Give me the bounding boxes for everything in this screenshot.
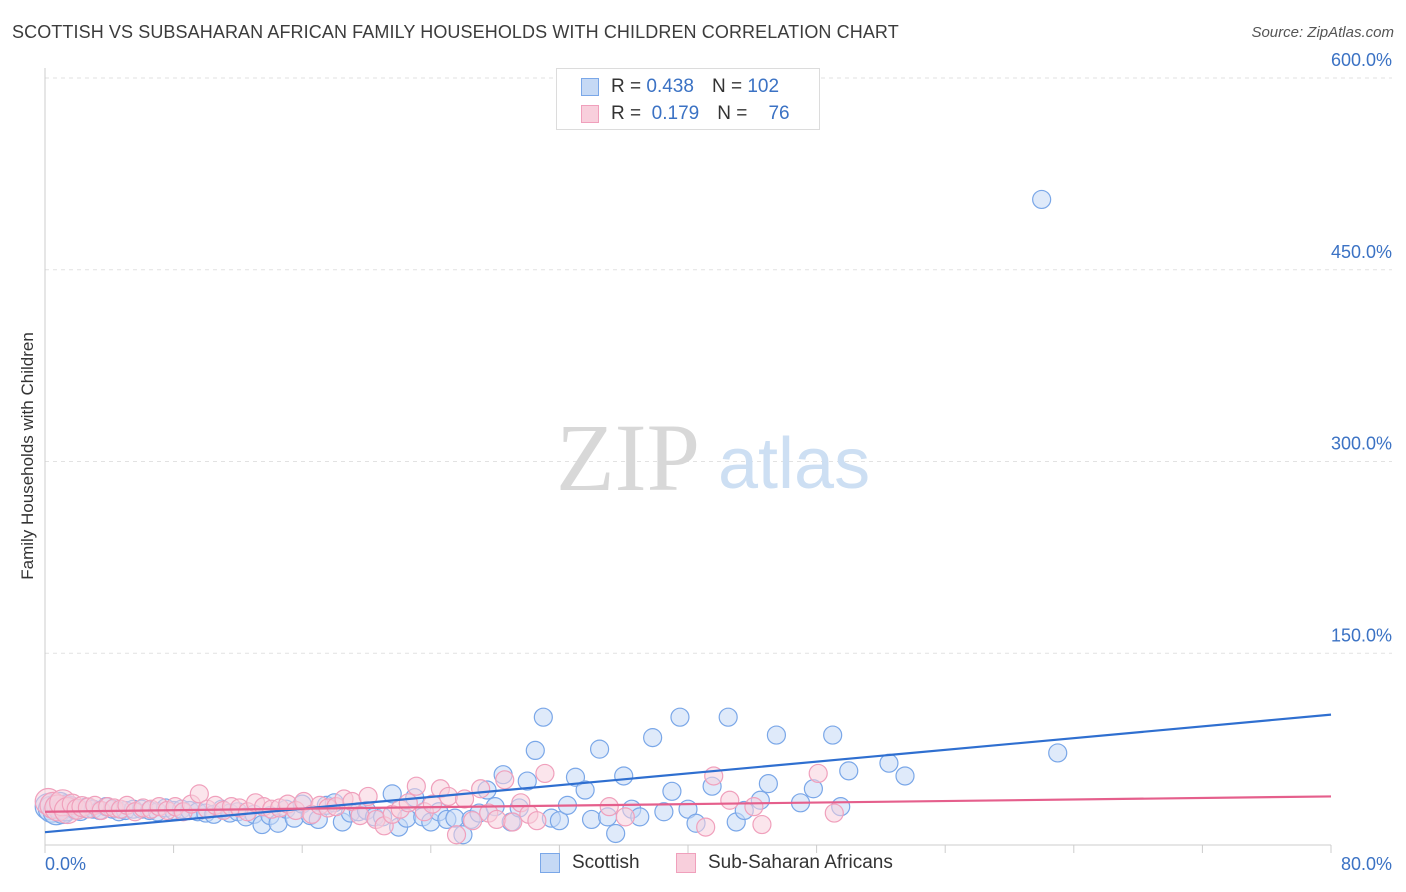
- y-tick-label: 600.0%: [1331, 50, 1392, 70]
- scottish-point: [575, 780, 595, 800]
- n-label: N =: [717, 103, 748, 124]
- scottish-point: [766, 725, 787, 745]
- y-tick-label: 300.0%: [1331, 434, 1392, 454]
- subsaharan-point: [744, 797, 764, 817]
- scottish-point: [589, 739, 610, 759]
- r-value: 0.179: [646, 103, 700, 124]
- scottish-point: [581, 809, 602, 830]
- r-label: R =: [611, 76, 642, 97]
- scottish-point: [549, 811, 570, 831]
- subsaharan-point: [527, 811, 547, 831]
- scottish-point: [517, 771, 537, 791]
- subsaharan-point: [615, 807, 635, 827]
- r-label: R =: [611, 103, 642, 124]
- subsaharan-swatch: [581, 105, 599, 123]
- subsaharan-trendline: [44, 795, 1332, 813]
- subsaharan-point: [599, 797, 619, 817]
- x-tick-label-min: 0.0%: [45, 854, 86, 874]
- scottish-point: [718, 707, 738, 727]
- scottish-point: [525, 740, 545, 761]
- n-value: 76: [768, 103, 790, 124]
- subsaharan-point: [471, 779, 491, 799]
- subsaharan-point: [487, 809, 507, 830]
- r-value: 0.438: [646, 76, 694, 97]
- scottish-point: [758, 774, 778, 794]
- subsaharan-point: [422, 794, 443, 814]
- axes: [44, 68, 1332, 853]
- subsaharan-point: [696, 817, 716, 837]
- stats-row-subsaharan: R = 0.179 N = 76: [581, 102, 790, 126]
- subsaharan-point: [406, 776, 426, 796]
- points-layer: [34, 189, 1068, 845]
- n-label: N =: [711, 76, 743, 97]
- legend-label-scottish: Scottish: [572, 852, 640, 873]
- legend-label-subsaharan: Sub-Saharan Africans: [708, 852, 893, 873]
- scottish-point: [382, 784, 402, 804]
- scottish-point: [823, 725, 843, 745]
- watermark-zip: ZIP: [556, 404, 700, 511]
- scottish-point: [839, 761, 859, 781]
- subsaharan-point: [398, 793, 418, 813]
- legend-swatch-subsaharan: [676, 853, 696, 873]
- chart-source: Source: ZipAtlas.com: [1251, 24, 1394, 41]
- x-tick-label-max: 80.0%: [1341, 854, 1392, 874]
- n-value: 102: [747, 76, 780, 97]
- subsaharan-point: [495, 770, 515, 790]
- scottish-point: [879, 753, 899, 773]
- scottish-point: [445, 808, 465, 828]
- watermark: ZIP atlas: [556, 404, 870, 511]
- subsaharan-point: [720, 790, 740, 810]
- subsaharan-point: [446, 825, 467, 845]
- y-tick-label: 450.0%: [1331, 242, 1392, 262]
- legend-swatch-scottish: [540, 853, 560, 873]
- scottish-point: [565, 767, 586, 787]
- scottish-point: [654, 802, 674, 822]
- stats-legend: R = 0.438 N = 102 R = 0.179 N = 76: [556, 68, 820, 130]
- trend-layer: [44, 713, 1332, 834]
- scottish-point: [614, 766, 634, 786]
- scottish-swatch: [581, 78, 599, 96]
- series-scottish: [34, 189, 1068, 845]
- y-tick-label: 150.0%: [1331, 625, 1392, 645]
- subsaharan-point: [503, 812, 523, 832]
- scottish-point: [643, 728, 663, 748]
- gridlines: [45, 77, 1392, 654]
- scottish-point: [670, 707, 690, 727]
- scottish-point: [1032, 189, 1052, 210]
- legend-item-subsaharan[interactable]: Sub-Saharan Africans: [676, 852, 893, 874]
- subsaharan-point: [350, 805, 370, 826]
- scottish-point: [1048, 743, 1068, 763]
- tick-labels: 150.0% 300.0% 450.0% 600.0% 0.0% 80.0%: [45, 50, 1392, 874]
- subsaharan-point: [358, 786, 378, 807]
- stats-row-scottish: R = 0.438 N = 102: [581, 75, 779, 99]
- subsaharan-point: [462, 811, 483, 831]
- series-legend: Scottish Sub-Saharan Africans: [0, 852, 1406, 878]
- subsaharan-point: [808, 763, 828, 784]
- chart-title: SCOTTISH VS SUBSAHARAN AFRICAN FAMILY HO…: [12, 22, 899, 42]
- watermark-atlas: atlas: [718, 424, 870, 504]
- subsaharan-point: [824, 803, 844, 823]
- subsaharan-point: [189, 784, 209, 804]
- scottish-trendline: [44, 713, 1332, 834]
- scottish-point: [606, 823, 626, 844]
- legend-item-scottish[interactable]: Scottish: [540, 852, 640, 874]
- subsaharan-point: [535, 763, 555, 784]
- subsaharan-point: [752, 814, 772, 835]
- scottish-point: [533, 707, 553, 727]
- scottish-point: [895, 766, 915, 786]
- scottish-point: [662, 781, 682, 801]
